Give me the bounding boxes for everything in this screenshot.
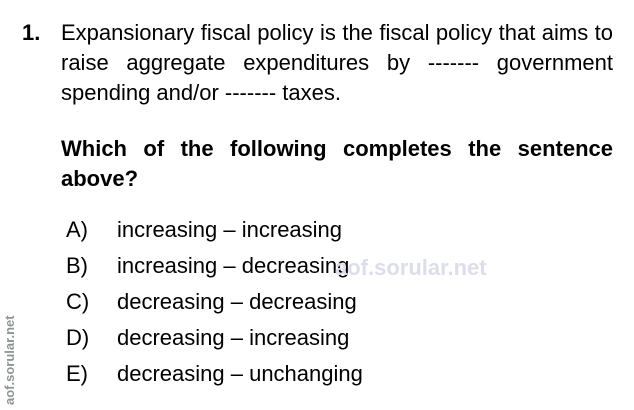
option-letter: C) [66, 289, 90, 314]
option-text: decreasing – decreasing [117, 289, 357, 314]
answer-options: A) increasing – increasing B) increasing –… [66, 214, 363, 394]
option-text: decreasing – unchanging [117, 361, 363, 386]
option-text: increasing – decreasing [117, 253, 350, 278]
option-letter: D) [66, 325, 90, 350]
option-text: decreasing – increasing [117, 325, 350, 350]
option-b: B) increasing – decreasing [66, 250, 363, 286]
option-letter: A) [66, 217, 88, 242]
option-letter: B) [66, 253, 88, 278]
watermark: aof.sorular.net [335, 255, 487, 280]
option-text: increasing – increasing [117, 217, 343, 242]
question-prompt: Which of the following completes the sen… [61, 136, 613, 191]
side-watermark: aof.sorular.net [2, 315, 17, 405]
option-e: E) decreasing – unchanging [66, 358, 363, 394]
question-stem: Expansionary fiscal policy is the fiscal… [61, 20, 613, 105]
option-letter: E) [66, 361, 88, 386]
option-d: D) decreasing – increasing [66, 322, 363, 358]
option-a: A) increasing – increasing [66, 214, 363, 250]
option-c: C) decreasing – decreasing [66, 286, 363, 322]
question-number: 1. [22, 20, 41, 45]
